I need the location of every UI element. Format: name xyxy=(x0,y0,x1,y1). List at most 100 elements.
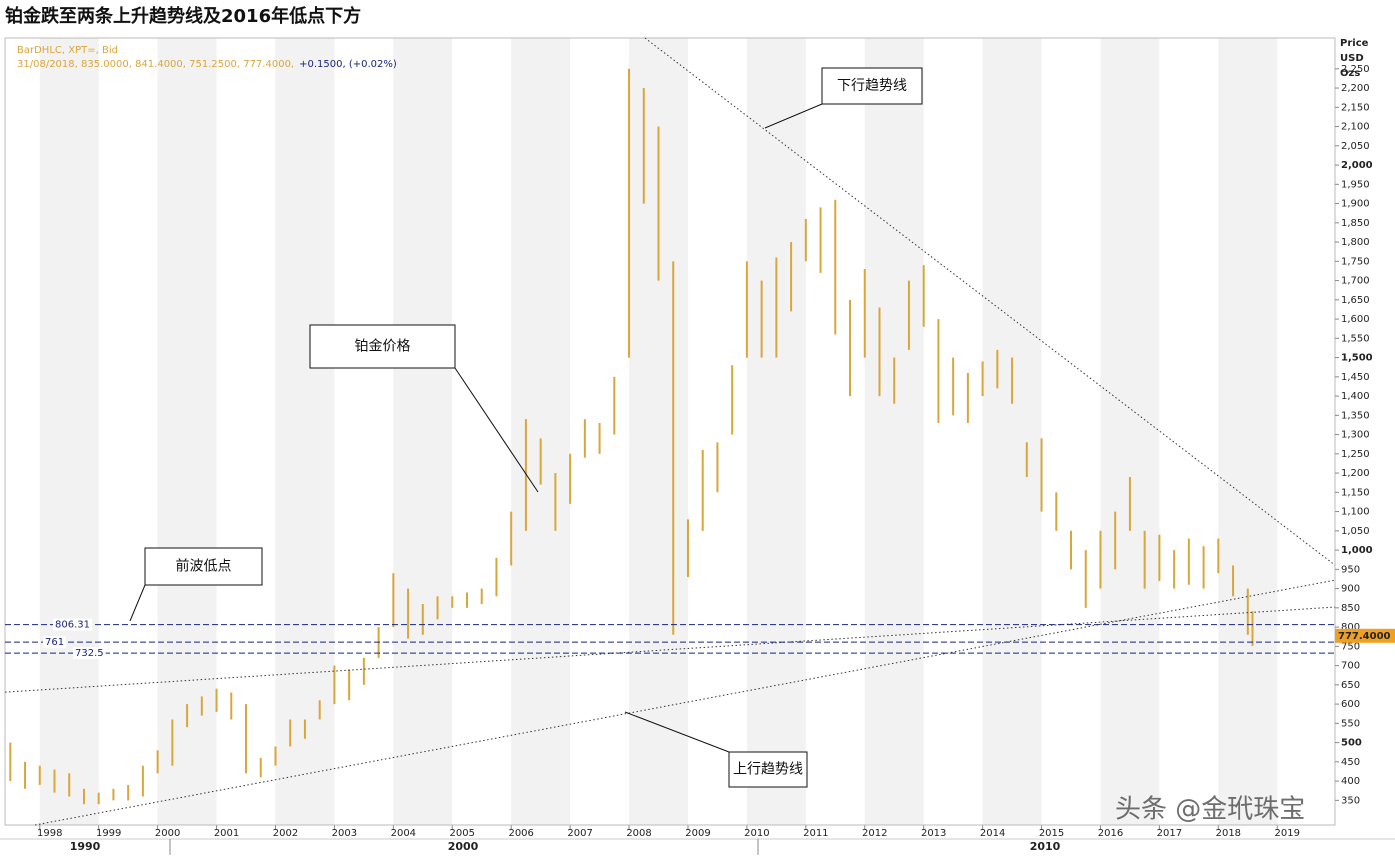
x-tick-label: 2003 xyxy=(332,828,357,839)
axis-unit: USD xyxy=(1340,53,1364,64)
x-tick-label: 2009 xyxy=(685,828,710,839)
callout-leader xyxy=(129,584,146,622)
y-tick-label: 1,300 xyxy=(1341,430,1370,441)
x-tick-label: 2008 xyxy=(626,828,651,839)
y-tick-label: 1,850 xyxy=(1341,218,1370,229)
y-tick-label: 1,900 xyxy=(1341,199,1370,210)
y-tick-label: 400 xyxy=(1341,776,1360,787)
level-label: 732.5 xyxy=(75,648,104,659)
y-tick-label: 1,000 xyxy=(1341,545,1373,556)
y-tick-label: 1,600 xyxy=(1341,314,1370,325)
x-tick-label: 2018 xyxy=(1216,828,1241,839)
trendline xyxy=(34,579,1336,826)
x-tick-label: 2000 xyxy=(155,828,180,839)
callout-leader xyxy=(624,711,730,753)
legend-text: 31/08/2018, 835.0000, 841.4000, 751.2500… xyxy=(17,59,294,70)
watermark: 头条 @金玳珠宝 xyxy=(1115,795,1305,825)
y-tick-label: 800 xyxy=(1341,622,1360,633)
y-tick-label: 1,700 xyxy=(1341,276,1370,287)
callout-box xyxy=(728,751,808,788)
level-label-bg xyxy=(43,636,67,649)
y-tick-label: 350 xyxy=(1341,795,1360,806)
x-tick-label: 2015 xyxy=(1039,828,1064,839)
x-tick-label: 2012 xyxy=(862,828,887,839)
year-band xyxy=(982,38,1042,825)
year-band xyxy=(864,38,924,825)
legend-text: BarDHLC, XPT=, Bid xyxy=(17,45,118,56)
x-tick-label: 2016 xyxy=(1098,828,1123,839)
callout-box xyxy=(309,324,456,369)
y-tick-label: 2,050 xyxy=(1341,141,1370,152)
level-label-bg xyxy=(73,647,106,660)
y-tick-label: 1,100 xyxy=(1341,507,1370,518)
y-tick-label: 600 xyxy=(1341,699,1360,710)
x-tick-label: 2007 xyxy=(567,828,592,839)
y-tick-label: 550 xyxy=(1341,718,1360,729)
level-label-bg xyxy=(53,618,92,631)
y-tick-label: 1,750 xyxy=(1341,256,1370,267)
callout-text: 上行趋势线 xyxy=(733,762,803,778)
y-tick-label: 1,800 xyxy=(1341,237,1370,248)
year-band xyxy=(746,38,806,825)
callout-box xyxy=(821,67,923,105)
y-tick-label: 1,950 xyxy=(1341,179,1370,190)
y-tick-label: 900 xyxy=(1341,584,1360,595)
y-tick-label: 1,450 xyxy=(1341,372,1370,383)
y-tick-label: 1,650 xyxy=(1341,295,1370,306)
x-tick-label: 2019 xyxy=(1275,828,1300,839)
x-tick-label: 2011 xyxy=(803,828,828,839)
y-tick-label: 450 xyxy=(1341,757,1360,768)
x-tick-label: 2006 xyxy=(508,828,533,839)
y-tick-label: 1,150 xyxy=(1341,487,1370,498)
y-tick-label: 2,200 xyxy=(1341,83,1370,94)
year-band xyxy=(1218,38,1278,825)
y-tick-label: 750 xyxy=(1341,641,1360,652)
trendline xyxy=(644,37,1336,566)
x-tick-label: 1999 xyxy=(96,828,121,839)
x-tick-label: 2001 xyxy=(214,828,239,839)
x-tick-label: 2017 xyxy=(1157,828,1182,839)
y-tick-label: 700 xyxy=(1341,661,1360,672)
callout-leader xyxy=(454,367,539,493)
year-band xyxy=(511,38,571,825)
decade-label: 2010 xyxy=(1030,840,1061,853)
year-band xyxy=(157,38,217,825)
y-tick-label: 2,100 xyxy=(1341,122,1370,133)
x-tick-label: 2005 xyxy=(450,828,475,839)
chart-title: 铂金跌至两条上升趋势线及2016年低点下方 xyxy=(5,5,361,27)
year-band xyxy=(1100,38,1160,825)
year-band xyxy=(275,38,335,825)
y-tick-label: 850 xyxy=(1341,603,1360,614)
x-tick-label: 2004 xyxy=(391,828,416,839)
last-price-label: 777.4000 xyxy=(1338,631,1391,642)
y-tick-label: 500 xyxy=(1341,738,1362,749)
y-tick-label: 1,400 xyxy=(1341,391,1370,402)
y-tick-label: 1,500 xyxy=(1341,353,1373,364)
legend-change: +0.1500, (+0.02%) xyxy=(299,59,397,70)
decade-label: 1990 xyxy=(70,840,101,853)
year-band xyxy=(39,38,99,825)
last-price-box xyxy=(1335,628,1395,643)
level-label: 761 xyxy=(45,637,64,648)
x-tick-label: 2002 xyxy=(273,828,298,839)
callout-box xyxy=(144,547,263,586)
y-tick-label: 1,250 xyxy=(1341,449,1370,460)
callout-leader xyxy=(764,103,823,129)
y-tick-label: 950 xyxy=(1341,564,1360,575)
axis-unit: Ozs xyxy=(1340,68,1360,79)
y-tick-label: 1,350 xyxy=(1341,410,1370,421)
decade-label: 2000 xyxy=(448,840,479,853)
y-tick-label: 1,200 xyxy=(1341,468,1370,479)
year-band xyxy=(393,38,453,825)
y-tick-label: 1,050 xyxy=(1341,526,1370,537)
y-tick-label: 2,150 xyxy=(1341,102,1370,113)
axis-unit: Price xyxy=(1340,38,1369,49)
callout-text: 铂金价格 xyxy=(355,339,411,355)
callout-text: 前波低点 xyxy=(176,558,232,575)
x-tick-label: 2013 xyxy=(921,828,946,839)
plot-frame xyxy=(4,37,1336,826)
callout-text: 下行趋势线 xyxy=(837,78,907,94)
level-label: 806.31 xyxy=(55,620,90,631)
